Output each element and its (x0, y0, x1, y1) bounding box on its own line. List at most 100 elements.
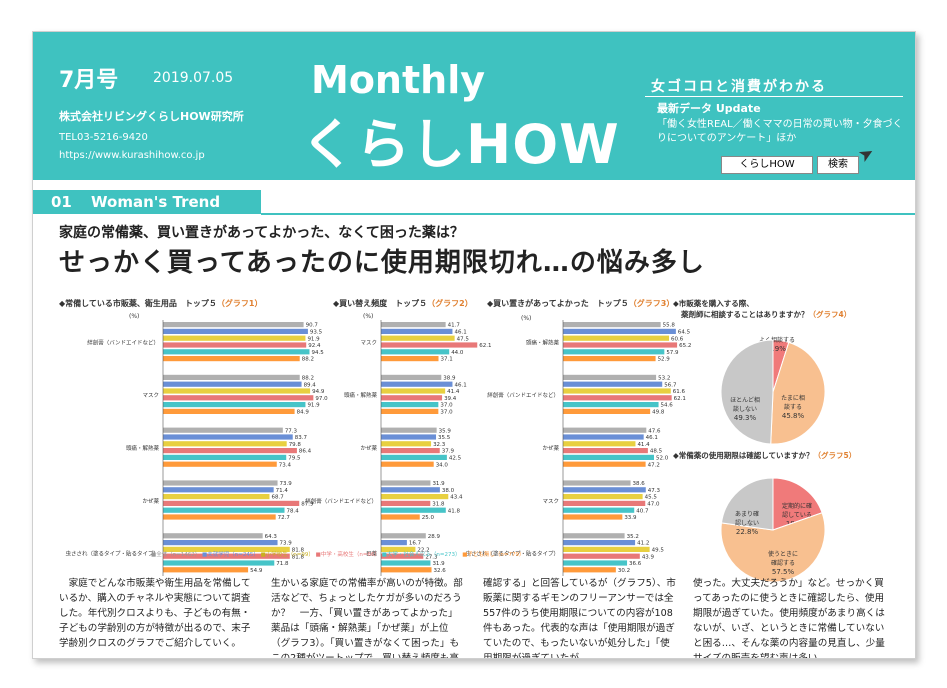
bar (381, 461, 434, 467)
bar (163, 533, 263, 539)
chart3-unit: (%) (521, 315, 532, 322)
search-button[interactable]: 検索 (817, 156, 859, 174)
legend-item: ■未就学児（n=245） (202, 552, 259, 558)
pie1-tip: （グラフ4） (808, 310, 852, 319)
category-label: 虫さされ（塗るタイプ・貼るタイプ） (465, 550, 559, 558)
bar-value-label: 27.3 (425, 554, 438, 560)
bar-value-label: 47.6 (648, 428, 661, 434)
pie-slice-label: 談しない (733, 405, 757, 413)
bar (163, 402, 306, 408)
bar-value-label: 32.6 (434, 568, 447, 574)
bar-value-label: 31.9 (432, 561, 445, 567)
bar (381, 427, 437, 433)
pie-slice (720, 477, 774, 531)
article-subhead: 家庭の常備薬、買い置きがあってよかった、なくて困った薬は？ (59, 225, 464, 241)
bar-value-label: 28.9 (428, 534, 441, 540)
bar (381, 356, 439, 362)
bar (563, 328, 676, 334)
bar (563, 434, 644, 440)
category-label: 頭痛・解熱薬 (126, 444, 160, 452)
website-link[interactable]: https://www.kurashihow.co.jp (59, 150, 205, 161)
bar (563, 507, 635, 513)
bar (381, 441, 432, 447)
telephone: TEL03-5216-9420 (59, 132, 148, 143)
chart1-unit: (%) (129, 313, 140, 320)
bar (163, 494, 270, 500)
bar-value-label: 88.2 (302, 376, 314, 382)
chart3-title-text: ◆買い置きがあってよかった トップ５ (487, 299, 629, 308)
chart3-tip: （グラフ3） (628, 299, 675, 308)
bar-value-label: 35.9 (439, 428, 452, 434)
bar-value-label: 64.3 (265, 534, 278, 540)
section-rule (261, 213, 915, 215)
pie-slice-label: 認している (782, 511, 812, 519)
bar-value-label: 37.1 (441, 357, 453, 363)
bar-value-label: 37.9 (442, 449, 455, 455)
pie2-tip: （グラフ5） (813, 451, 857, 460)
bar-value-label: 47.5 (457, 336, 470, 342)
pie-slice (770, 341, 826, 445)
bar (563, 461, 646, 467)
issue-label: 7月号 (59, 68, 119, 93)
pie-slice-label: たまに相 (781, 394, 805, 402)
bar-value-label: 55.8 (663, 323, 676, 329)
bar-value-label: 46.1 (646, 435, 658, 441)
bar (563, 322, 661, 328)
pie-slice-label: あまり確 (735, 510, 759, 518)
bar (381, 494, 449, 500)
bar (163, 507, 285, 513)
bar-value-label: 84.9 (297, 410, 310, 416)
bar-value-label: 47.2 (648, 462, 660, 468)
bar (163, 427, 283, 433)
bar-value-label: 77.3 (285, 428, 298, 434)
chart3-title: ◆買い置きがあってよかった トップ５（グラフ3） (487, 298, 674, 309)
bar-value-label: 36.6 (629, 561, 642, 567)
bar-value-label: 25.0 (422, 515, 435, 521)
bar-value-label: 93.5 (310, 330, 323, 336)
bar (381, 374, 442, 380)
bar (381, 322, 446, 328)
update-label: 最新データ Update (657, 102, 761, 115)
bar-value-label: 57.9 (666, 350, 679, 356)
bar-value-label: 71.8 (276, 561, 289, 567)
update-headline[interactable]: 「働く女性REAL／働くママの日常の買い物・夕食づくりについてのアンケート」ほか (657, 119, 903, 144)
bar (163, 335, 306, 341)
chart1-tip: （グラフ1） (216, 299, 263, 308)
bar-value-label: 46.1 (454, 382, 466, 388)
bar-value-label: 79.8 (289, 442, 302, 448)
bar (381, 388, 446, 394)
bar-value-label: 97.0 (315, 396, 328, 402)
bar (163, 322, 304, 328)
bar-value-label: 34.0 (436, 462, 449, 468)
bar (163, 441, 287, 447)
bar (563, 395, 672, 401)
bar (563, 540, 636, 546)
pie2-title: ◆常備薬の使用期限は確認していますか？（グラフ5） (673, 450, 856, 461)
bar (163, 500, 300, 506)
bar (563, 448, 648, 454)
bar-value-label: 31.8 (432, 502, 445, 508)
bar (381, 553, 424, 559)
bar (381, 560, 431, 566)
bar (163, 454, 287, 460)
search-keyword-box[interactable]: くらしHOW (721, 156, 813, 174)
tagline: 女ゴコロと消費がわかる (651, 79, 827, 95)
bar (163, 395, 314, 401)
issue-date: 2019.07.05 (153, 70, 234, 86)
kurashi-how-logo: くらしHOW (301, 113, 620, 176)
bar-value-label: 52.9 (658, 357, 671, 363)
bar-value-label: 94.9 (312, 389, 325, 395)
bar-value-label: 41.2 (637, 541, 649, 547)
bar-value-label: 86.4 (299, 449, 312, 455)
bar-value-label: 22.2 (417, 548, 429, 554)
bar-value-label: 32.3 (433, 442, 446, 448)
body-column-3: 確認する」と回答しているが（グラフ5）、市販薬に関するギモンのフリーアンサーでは… (483, 578, 676, 659)
section-number: 01 (51, 193, 72, 211)
category-label: 絆創膏（バンドエイドなど） (487, 391, 559, 399)
pie-value-label: 49.3% (734, 414, 757, 422)
pie-slice-label: 定期的に確 (782, 502, 812, 510)
bar-value-label: 41.8 (448, 508, 461, 514)
bar-value-label: 38.0 (442, 488, 455, 494)
bar-value-label: 92.4 (308, 343, 321, 349)
bar (381, 567, 432, 573)
